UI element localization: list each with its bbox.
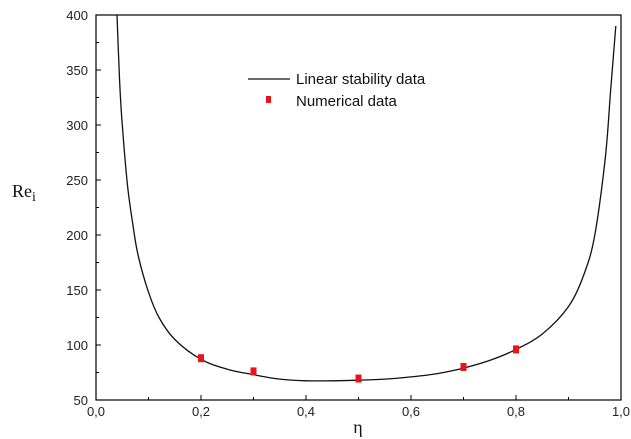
- numerical-data-point: [250, 367, 257, 376]
- y-tick-label: 150: [66, 283, 88, 298]
- numerical-data-point: [460, 363, 467, 371]
- x-tick-label: 1,0: [612, 404, 630, 419]
- legend-label-linear-stability: Linear stability data: [296, 71, 426, 88]
- x-axis-ticks: 0,0 0,2 0,4 0,6 0,8 1,0: [87, 395, 630, 419]
- y-axis-label-sub: i: [32, 190, 36, 205]
- x-axis-label: η: [353, 417, 362, 437]
- y-tick-label: 400: [66, 8, 88, 23]
- y-tick-label: 300: [66, 118, 88, 133]
- legend-label-numerical: Numerical data: [296, 93, 398, 110]
- y-axis-ticks: 50 100 150 200 250 300 350 400: [66, 8, 101, 408]
- y-tick-label: 50: [74, 393, 88, 408]
- series-line-linear-stability: [116, 14, 617, 382]
- y-axis-label-main: Re: [12, 181, 32, 201]
- numerical-data-point: [513, 345, 519, 354]
- numerical-data-point: [198, 354, 204, 363]
- y-axis-label: Rei: [12, 181, 36, 205]
- y-tick-label: 100: [66, 338, 88, 353]
- numerical-data-point: [355, 374, 362, 383]
- x-tick-label: 0,8: [507, 404, 525, 419]
- x-tick-label: 0,0: [87, 404, 105, 419]
- x-tick-label: 0,2: [192, 404, 210, 419]
- y-tick-label: 350: [66, 63, 88, 78]
- series-markers-numerical: [198, 345, 519, 383]
- x-tick-label: 0,4: [297, 404, 315, 419]
- x-tick-label: 0,6: [402, 404, 420, 419]
- y-tick-label: 200: [66, 228, 88, 243]
- legend: Linear stability data Numerical data: [248, 71, 426, 110]
- legend-marker-swatch: [266, 96, 271, 103]
- y-tick-label: 250: [66, 173, 88, 188]
